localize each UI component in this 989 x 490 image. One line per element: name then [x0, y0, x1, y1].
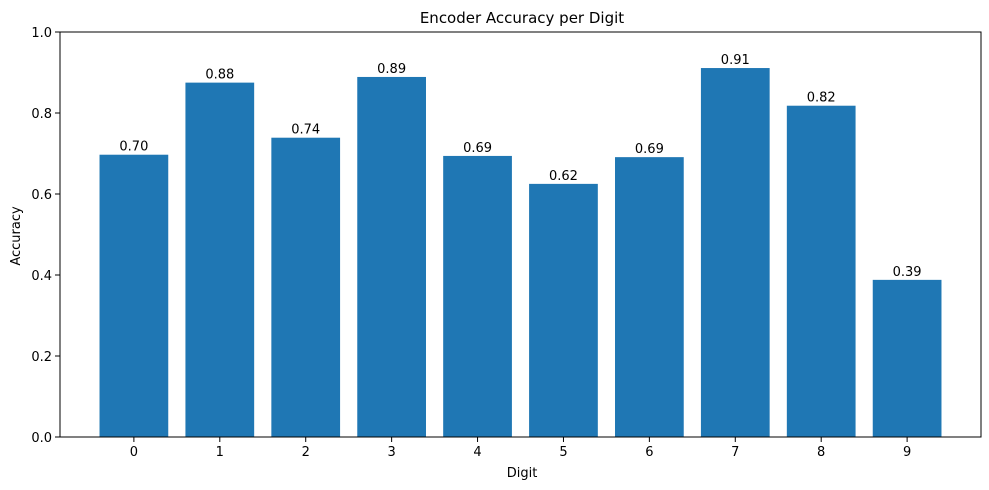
- y-tick-label: 1.0: [31, 26, 52, 41]
- bar-value-label: 0.70: [119, 140, 148, 155]
- bar-value-label: 0.89: [377, 62, 406, 77]
- bar-digit-9: [872, 279, 942, 437]
- x-tick-label: 7: [731, 445, 739, 460]
- x-tick-label: 9: [903, 445, 911, 460]
- bar-digit-0: [99, 154, 169, 437]
- bar-value-label: 0.69: [463, 141, 492, 156]
- x-tick-label: 8: [817, 445, 825, 460]
- y-tick-label: 0.4: [31, 269, 52, 284]
- bar-value-label: 0.82: [807, 91, 836, 106]
- x-tick-label: 2: [302, 445, 310, 460]
- x-tick-label: 6: [645, 445, 653, 460]
- y-tick-label: 0.8: [31, 107, 52, 122]
- axes-frame: [59, 31, 982, 438]
- y-axis-title: Accuracy: [9, 206, 24, 266]
- bar-value-label: 0.88: [205, 68, 234, 83]
- y-tick-label: 0.6: [31, 188, 52, 203]
- x-axis-title: Digit: [507, 466, 538, 481]
- x-tick-label: 3: [387, 445, 395, 460]
- y-tick-label: 0.0: [31, 431, 52, 446]
- x-tick-label: 0: [130, 445, 138, 460]
- bar-value-label: 0.39: [893, 265, 922, 280]
- bar-value-label: 0.74: [291, 123, 320, 138]
- chart-title: Encoder Accuracy per Digit: [420, 9, 624, 27]
- bar-digit-8: [786, 105, 856, 438]
- bar-digit-4: [443, 155, 512, 437]
- bar-value-label: 0.62: [549, 169, 578, 184]
- bar-value-label: 0.91: [721, 53, 750, 68]
- x-tick-label: 1: [216, 445, 224, 460]
- bar-digit-7: [700, 68, 770, 438]
- bar-digit-5: [529, 183, 598, 437]
- bar-digit-6: [615, 157, 684, 437]
- bar-digit-2: [271, 137, 341, 437]
- x-tick-label: 5: [559, 445, 567, 460]
- plot-area: 0.700.880.740.890.690.620.690.910.820.39…: [31, 26, 982, 460]
- bar-digit-3: [357, 76, 426, 437]
- x-tick-label: 4: [473, 445, 481, 460]
- bar-digit-1: [185, 82, 255, 437]
- bar-value-label: 0.69: [635, 142, 664, 157]
- y-tick-label: 0.2: [31, 350, 52, 365]
